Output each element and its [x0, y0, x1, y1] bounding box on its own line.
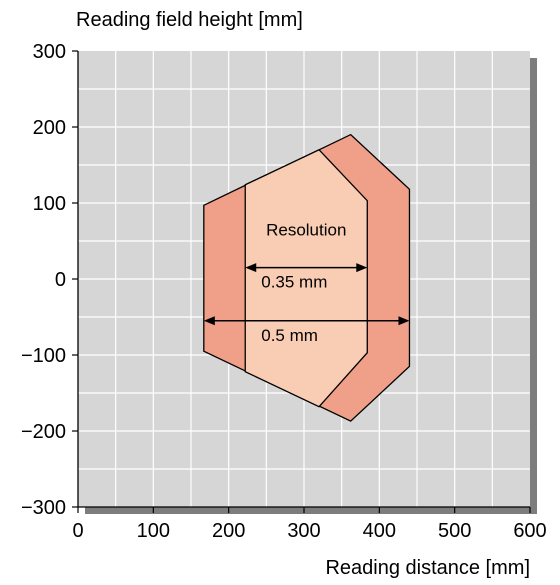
- y-tick-label: 200: [33, 117, 66, 139]
- y-tick-label: 0: [55, 269, 66, 291]
- arrow-head-left: [245, 263, 257, 273]
- x-tick-label: 100: [137, 520, 170, 542]
- reading-regions: [203, 133, 411, 422]
- x-tick-label: 500: [438, 520, 471, 542]
- label-0-35mm: 0.35 mm: [261, 273, 327, 292]
- x-tick-label: 200: [212, 520, 245, 542]
- y-axis-label: Reading field height [mm]: [76, 9, 303, 31]
- y-tick-label: −100: [21, 345, 66, 367]
- label-0-5mm: 0.5 mm: [261, 326, 318, 345]
- axes: 0 100 200 300 400 500 600 300 200 100 0 −100 −200 −30…: [21, 41, 547, 542]
- arrow-head-left: [203, 316, 215, 326]
- annotations: Resolution 0.35 mm 0.5 mm: [203, 221, 410, 345]
- arrow-head-right: [356, 263, 368, 273]
- region-0-35mm: [244, 149, 368, 408]
- x-tick-label: 0: [72, 520, 83, 542]
- y-tick-label: −300: [21, 497, 66, 519]
- x-tick-label: 400: [363, 520, 396, 542]
- arrow-0-5mm: [203, 316, 410, 326]
- y-tick-label: −200: [21, 421, 66, 443]
- y-tick-label: 300: [33, 41, 66, 63]
- x-tick-label: 300: [287, 520, 320, 542]
- x-axis-label: Reading distance [mm]: [325, 557, 530, 579]
- x-tick-label: 600: [513, 520, 546, 542]
- arrow-0-35mm: [245, 263, 368, 273]
- resolution-heading: Resolution: [266, 221, 346, 240]
- arrow-head-right: [398, 316, 410, 326]
- y-tick-label: 100: [33, 193, 66, 215]
